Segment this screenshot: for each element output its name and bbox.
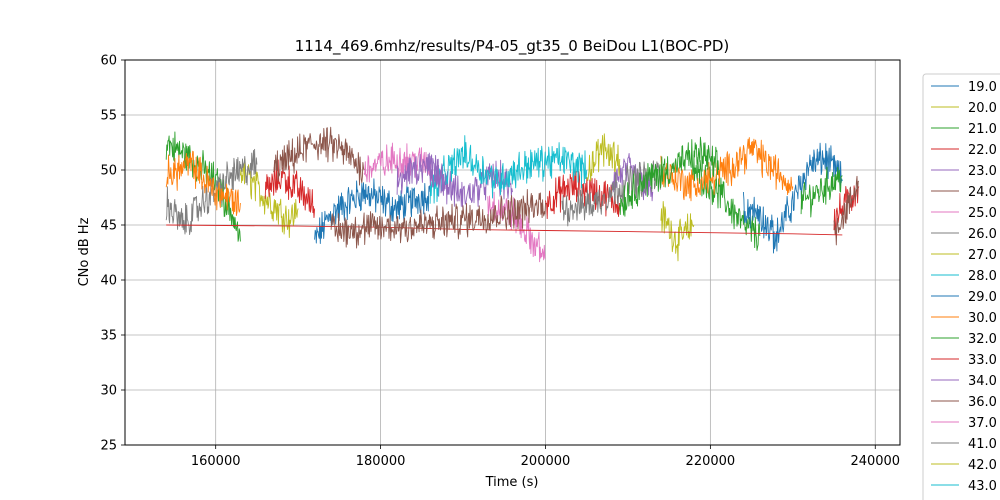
legend-label: 37.0: [968, 416, 997, 431]
series-line-33-0: [166, 224, 843, 236]
legend-label: 30.0: [968, 311, 997, 326]
series-line-36-0: [330, 189, 546, 249]
ticks: 160000 180000 200000 220000 240000 25 30 35 40 45…: [100, 54, 900, 470]
series-line-25-0: [363, 142, 431, 183]
legend-box: [922, 73, 1000, 500]
series-line-34-0: [396, 152, 447, 195]
y-tick-label: 30: [100, 384, 117, 399]
y-tick-label: 55: [100, 109, 117, 124]
series-line-19-0: [314, 178, 431, 244]
chart-title: 1114_469.6mhz/results/P4-05_gt35_0 BeiDo…: [295, 37, 729, 56]
y-tick-label: 60: [100, 54, 117, 69]
legend-label: 25.0: [968, 206, 997, 221]
y-tick-label: 50: [100, 164, 117, 179]
series-line-19-0: [775, 142, 843, 252]
series-line-29-0: [742, 191, 777, 254]
legend-label: 23.0: [968, 164, 997, 179]
legend-label: 27.0: [968, 248, 997, 263]
y-tick-label: 40: [100, 274, 117, 289]
series-line-32-0: [619, 136, 720, 217]
legend-label: 34.0: [968, 374, 997, 389]
legend: 19.0 20.0 21.0 22.0 23.0 24.0 25.0 26.0 27.0 28.0…: [922, 73, 1000, 500]
x-tick-label: 240000: [850, 454, 900, 469]
y-tick-label: 25: [100, 439, 117, 454]
legend-label: 36.0: [968, 395, 997, 410]
x-tick-label: 180000: [356, 454, 406, 469]
plot-background: [125, 60, 900, 445]
legend-label: 19.0: [968, 80, 997, 95]
y-tick-label: 35: [100, 329, 117, 344]
x-tick-label: 220000: [686, 454, 736, 469]
legend-label: 29.0: [968, 290, 997, 305]
series-line-23-0: [610, 152, 654, 202]
legend-label: 26.0: [968, 227, 997, 242]
legend-label: 24.0: [968, 185, 997, 200]
y-tick-label: 45: [100, 219, 117, 234]
legend-label: 42.0: [968, 458, 997, 473]
series-line-24-0: [833, 175, 860, 246]
legend-label: 28.0: [968, 269, 997, 284]
legend-label: 22.0: [968, 143, 997, 158]
series-line-21-0: [800, 166, 843, 218]
x-tick-label: 160000: [191, 454, 241, 469]
x-axis-label: Time (s): [485, 475, 539, 490]
legend-label: 20.0: [968, 101, 997, 116]
series-layer: [165, 126, 860, 263]
series-line-30-0: [660, 137, 794, 202]
series-line-26-0: [165, 148, 258, 236]
legend-label: 32.0: [968, 332, 997, 347]
series-line-28-0: [429, 135, 588, 204]
legend-label: 43.0: [968, 479, 997, 494]
legend-label: 41.0: [968, 437, 997, 452]
legend-label: 33.0: [968, 353, 997, 368]
series-line-26-0: [561, 160, 662, 227]
series-line-22-0: [264, 159, 316, 219]
series-line-30-0: [165, 150, 241, 217]
series-line-27-0: [586, 133, 621, 182]
y-axis-label: CNo dB Hz: [77, 217, 92, 286]
plot-frame: [124, 59, 901, 446]
legend-label: 21.0: [968, 122, 997, 137]
series-line-20-0: [660, 201, 695, 262]
series-line-21-0: [165, 131, 241, 242]
series-line-24-0: [273, 126, 365, 186]
x-tick-label: 200000: [521, 454, 571, 469]
